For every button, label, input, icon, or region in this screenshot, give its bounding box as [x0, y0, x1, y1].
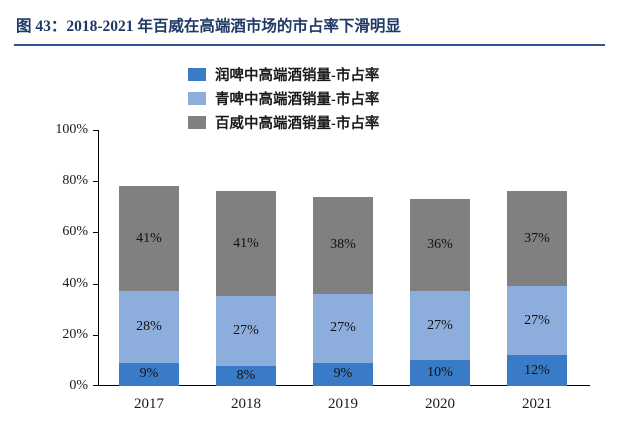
x-tick-label-2017: 2017: [134, 396, 164, 412]
y-axis: 100% 80% 60% 40% 20% 0%: [44, 122, 94, 393]
bar-segment-qingpi: 27%: [216, 296, 276, 366]
bar-segment-label: 36%: [427, 237, 453, 253]
chart-title-bar: 图 43：2018-2021 年百威在高端酒市场的市占率下滑明显: [0, 8, 619, 46]
bar-segment-qingpi: 27%: [313, 293, 373, 363]
x-tick-label-2019: 2019: [328, 396, 358, 412]
bar-segment-baiwei: 38%: [313, 196, 373, 294]
bar-segment-label: 37%: [524, 230, 550, 246]
legend-label-runpi: 润啤中高端酒销量-市占率: [215, 67, 380, 84]
bar-segment-label: 9%: [333, 366, 353, 382]
y-tick-label: 80%: [62, 173, 88, 189]
y-tickmark: [93, 232, 98, 233]
bar-segment-label: 41%: [136, 230, 162, 246]
bar-group-2020: 36% 27% 10%: [410, 199, 470, 386]
bar-segment-runpi: 9%: [313, 362, 373, 386]
legend-item: 润啤中高端酒销量-市占率: [188, 63, 379, 85]
bar-segment-baiwei: 36%: [410, 199, 470, 292]
bar-segment-baiwei: 37%: [507, 191, 567, 287]
legend-swatch-runpi: [188, 67, 206, 81]
bar-segment-label: 27%: [524, 312, 550, 328]
x-axis: 2017 2018 2019 2020 2021: [99, 392, 589, 420]
legend-swatch-baiwei: [188, 115, 206, 129]
bar-segment-label: 38%: [330, 237, 356, 253]
bar-group-2021: 37% 27% 12%: [507, 191, 567, 386]
bar-segment-qingpi: 27%: [507, 286, 567, 356]
chart-legend: 润啤中高端酒销量-市占率 青啤中高端酒销量-市占率 百威中高端酒销量-市占率: [188, 63, 379, 135]
legend-swatch-qingpi: [188, 91, 206, 105]
bar-segment-label: 27%: [330, 320, 356, 336]
bar-segment-runpi: 12%: [507, 355, 567, 386]
bar-segment-label: 12%: [524, 362, 550, 378]
y-tick-label: 100%: [55, 122, 88, 137]
bar-segment-runpi: 9%: [119, 362, 179, 386]
bar-segment-qingpi: 28%: [119, 291, 179, 363]
bar-segment-baiwei: 41%: [216, 191, 276, 297]
y-tickmark: [93, 284, 98, 285]
y-tick-label: 60%: [62, 224, 88, 240]
y-tickmark: [93, 181, 98, 182]
bar-segment-label: 41%: [233, 235, 259, 251]
title-divider: [14, 44, 605, 46]
bar-segment-label: 27%: [233, 322, 259, 338]
bar-segment-runpi: 10%: [410, 360, 470, 386]
bar-segment-label: 8%: [236, 367, 256, 383]
y-tickmark: [93, 385, 98, 386]
bar-group-2019: 38% 27% 9%: [313, 196, 373, 386]
bar-segment-runpi: 8%: [216, 365, 276, 386]
legend-item: 青啤中高端酒销量-市占率: [188, 87, 379, 109]
plot-area: 100% 80% 60% 40% 20% 0% 41% 28%: [44, 122, 600, 412]
legend-label-baiwei: 百威中高端酒销量-市占率: [215, 115, 380, 132]
y-tickmark: [93, 335, 98, 336]
bar-group-2017: 41% 28% 9%: [119, 186, 179, 386]
bars-container: 41% 28% 9% 41% 27% 8%: [99, 130, 589, 386]
page-title: 图 43：2018-2021 年百威在高端酒市场的市占率下滑明显: [16, 18, 401, 35]
y-tickmark: [93, 130, 98, 131]
y-axis-line: [98, 130, 99, 386]
legend-label-qingpi: 青啤中高端酒销量-市占率: [215, 91, 380, 108]
x-tick-label-2021: 2021: [522, 396, 552, 412]
x-tick-label-2018: 2018: [231, 396, 261, 412]
legend-item: 百威中高端酒销量-市占率: [188, 111, 379, 133]
x-tick-label-2020: 2020: [425, 396, 455, 412]
bar-segment-label: 9%: [139, 366, 159, 382]
bar-segment-label: 10%: [427, 365, 453, 381]
y-tick-label: 20%: [62, 326, 88, 342]
bar-segment-label: 28%: [136, 319, 162, 335]
bar-segment-qingpi: 27%: [410, 291, 470, 361]
y-tick-label: 40%: [62, 275, 88, 291]
y-tick-label: 0%: [69, 378, 88, 393]
bar-segment-baiwei: 41%: [119, 186, 179, 292]
bar-segment-label: 27%: [427, 317, 453, 333]
bar-group-2018: 41% 27% 8%: [216, 191, 276, 386]
